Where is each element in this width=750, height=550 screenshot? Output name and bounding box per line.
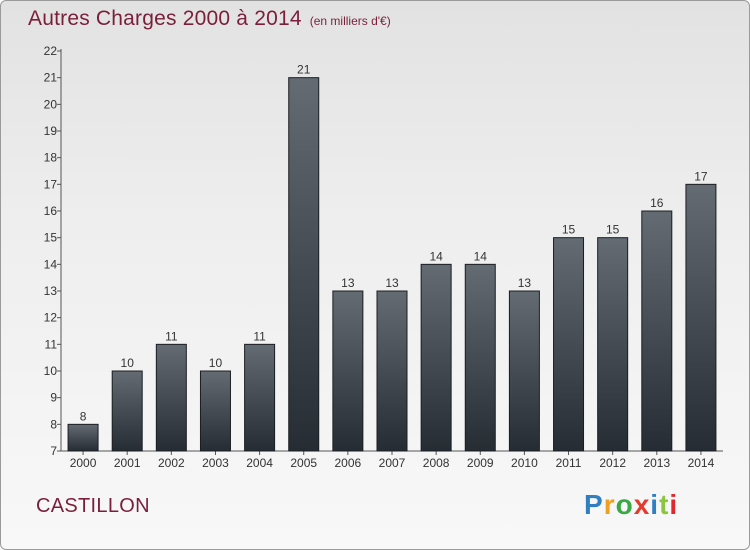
bar <box>288 77 320 452</box>
x-tick-label: 2011 <box>556 456 582 470</box>
x-tick-label: 2010 <box>511 456 538 470</box>
y-tick-label: 13 <box>44 284 58 298</box>
x-tick-label: 2008 <box>423 456 450 470</box>
bar-value-label: 14 <box>429 249 443 263</box>
y-tick-label: 10 <box>44 364 58 378</box>
y-tick-label: 17 <box>44 177 58 191</box>
logo-letter: i <box>669 489 679 520</box>
x-tick-label: 2009 <box>467 456 494 470</box>
city-name: CASTILLON <box>36 495 150 517</box>
bar <box>199 370 231 452</box>
bar-value-label: 11 <box>253 329 266 343</box>
y-tick-label: 18 <box>44 151 58 165</box>
y-tick-label: 7 <box>50 444 57 458</box>
bar <box>420 263 452 452</box>
bar-value-label: 16 <box>650 196 664 210</box>
bar-value-label: 13 <box>385 276 399 290</box>
bar-value-label: 11 <box>165 329 178 343</box>
bar <box>685 183 717 452</box>
bar-value-label: 10 <box>209 356 223 370</box>
bar <box>553 237 585 452</box>
title-row: Autres Charges 2000 à 2014 (en milliers d… <box>28 7 391 31</box>
bar-value-label: 13 <box>518 276 532 290</box>
y-tick-label: 14 <box>44 257 58 271</box>
logo-letter: r <box>603 489 616 520</box>
bar <box>244 343 276 452</box>
bar <box>376 290 408 452</box>
x-tick-label: 2000 <box>70 456 97 470</box>
y-tick-label: 9 <box>50 391 57 405</box>
bar <box>641 210 673 452</box>
logo-letter: o <box>615 489 634 520</box>
chart-unit: (en milliers d'€) <box>309 14 391 28</box>
bar-value-label: 21 <box>297 63 311 77</box>
bar <box>111 370 143 452</box>
x-tick-label: 2014 <box>688 456 715 470</box>
bar <box>508 290 540 452</box>
bar <box>67 423 99 452</box>
bar-value-label: 14 <box>474 249 488 263</box>
x-tick-label: 2003 <box>202 456 229 470</box>
y-tick-label: 8 <box>50 417 57 431</box>
y-tick-label: 21 <box>44 71 58 85</box>
y-tick-label: 15 <box>44 231 58 245</box>
logo-letter: t <box>659 489 670 520</box>
bar-value-label: 15 <box>606 223 620 237</box>
bar <box>155 343 187 452</box>
x-tick-label: 2013 <box>643 456 670 470</box>
y-tick-label: 11 <box>45 337 58 351</box>
bar-value-label: 17 <box>694 169 708 183</box>
bar-value-label: 15 <box>562 223 576 237</box>
bar <box>597 237 629 452</box>
x-tick-label: 2005 <box>290 456 317 470</box>
y-tick-label: 19 <box>44 124 58 138</box>
bar-value-label: 8 <box>80 409 87 423</box>
y-tick-label: 16 <box>44 204 58 218</box>
y-tick-label: 12 <box>44 311 58 325</box>
x-tick-label: 2001 <box>114 456 141 470</box>
chart-title: Autres Charges 2000 à 2014 <box>28 7 302 30</box>
y-tick-label: 22 <box>44 44 58 58</box>
bar-value-label: 13 <box>341 276 355 290</box>
bar <box>332 290 364 452</box>
logo-letter: x <box>633 489 651 520</box>
x-tick-label: 2004 <box>246 456 273 470</box>
proxiti-logo: Proxiti <box>584 489 678 521</box>
x-tick-label: 2007 <box>379 456 406 470</box>
x-tick-label: 2002 <box>158 456 185 470</box>
bar <box>464 263 496 452</box>
bar-value-label: 10 <box>121 356 135 370</box>
x-tick-label: 2012 <box>599 456 626 470</box>
y-tick-label: 20 <box>44 97 58 111</box>
logo-letter: P <box>584 489 604 520</box>
x-tick-label: 2006 <box>335 456 362 470</box>
logo-letter: i <box>650 489 660 520</box>
